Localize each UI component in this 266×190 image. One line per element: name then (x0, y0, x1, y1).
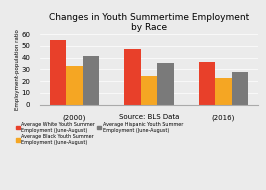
Bar (157, 63, 173, 104)
Bar (141, 76, 157, 105)
Bar (215, 78, 232, 105)
Bar (83, 56, 99, 105)
Y-axis label: Employment-population ratio: Employment-population ratio (15, 29, 20, 110)
Bar (232, 72, 248, 104)
Bar (50, 40, 66, 104)
Legend: Average White Youth Summer
Employment (June-August), Average Black Youth Summer
: Average White Youth Summer Employment (J… (14, 120, 185, 147)
Bar (66, 66, 83, 104)
Bar (124, 49, 141, 104)
Bar (199, 62, 215, 104)
Title: Changes in Youth Summertime Employment
by Race: Changes in Youth Summertime Employment b… (49, 13, 249, 32)
